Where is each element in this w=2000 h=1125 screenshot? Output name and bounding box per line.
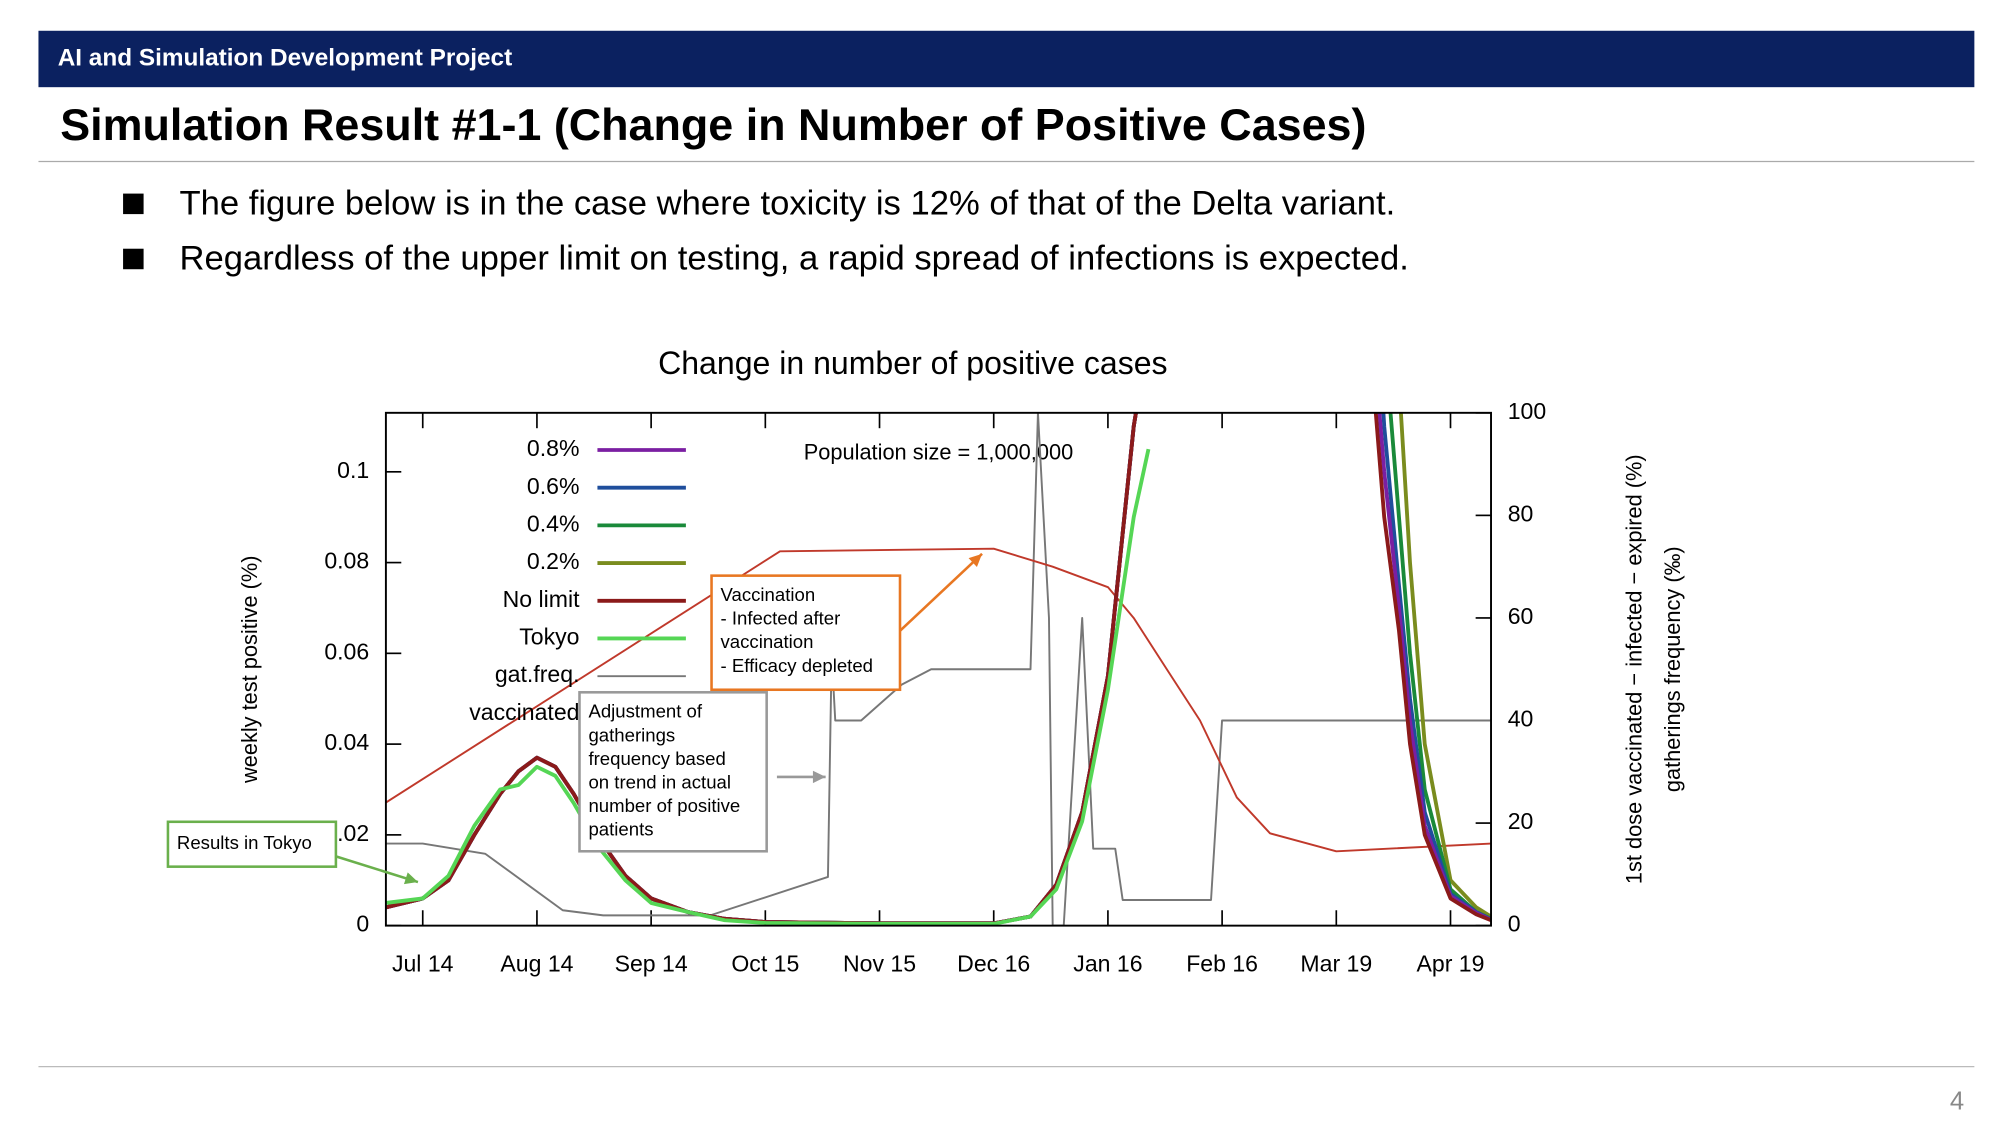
arrow-head — [812, 770, 826, 784]
annotation-text: gatherings — [588, 724, 675, 745]
series-line — [385, 448, 1151, 926]
legend-label: 0.8% — [527, 435, 580, 461]
legend-label: 0.6% — [527, 473, 580, 499]
annotation-arrow — [335, 855, 419, 884]
bullet-marker — [123, 193, 144, 215]
legend-label: Tokyo — [519, 624, 579, 650]
annotation-text: - Efficacy depleted — [721, 655, 874, 676]
x-tick-label: Dec 16 — [957, 950, 1030, 976]
y2-tick-label: 40 — [1508, 706, 1534, 732]
page-number: 4 — [1950, 1087, 1964, 1115]
annotation-text: number of positive — [588, 795, 740, 816]
y2-tick-label: 100 — [1508, 398, 1546, 424]
y2-tick-label: 0 — [1508, 911, 1521, 937]
y-tick-label: 0.1 — [337, 457, 369, 483]
legend-label: gat.freq. — [495, 661, 580, 687]
series-line — [385, 547, 1492, 853]
chart-title: Change in number of positive cases — [658, 345, 1167, 381]
legend-label: 0.2% — [527, 548, 580, 574]
y-tick-label: 0 — [356, 911, 369, 937]
annotation-text: on trend in actual — [588, 771, 731, 792]
annotation-text: patients — [588, 819, 653, 840]
plot-frame — [384, 411, 1492, 927]
plot-lines — [385, 412, 1492, 926]
annotation-text: - Infected after — [721, 608, 841, 629]
annotation-box — [710, 574, 902, 692]
x-tick-label: Jan 16 — [1073, 950, 1142, 976]
x-tick-label: Aug 14 — [500, 950, 573, 976]
population-note: Population size = 1,000,000 — [804, 440, 1073, 465]
arrow-head — [403, 872, 418, 885]
annotation-text: Results in Tokyo — [177, 832, 312, 853]
x-tick-label: Sep 14 — [615, 950, 688, 976]
y2-axis-label: 1st dose vaccinated − infected − expired… — [1622, 454, 1647, 884]
annotation-box — [578, 691, 768, 853]
legend-label: 0.4% — [527, 510, 580, 536]
series-line — [385, 412, 1492, 926]
annotation-text: vaccination — [721, 631, 814, 652]
annotation-text: Adjustment of — [588, 701, 702, 722]
x-tick-label: Mar 19 — [1300, 950, 1372, 976]
legend-label: vaccinated — [469, 699, 579, 725]
project-name: AI and Simulation Development Project — [58, 44, 512, 71]
y2-tick-label: 80 — [1508, 500, 1534, 526]
y2-tick-label: 60 — [1508, 603, 1534, 629]
x-tick-label: Jul 14 — [392, 950, 454, 976]
annotation-text: frequency based — [588, 748, 725, 769]
annotation-box — [166, 820, 338, 868]
header-band — [38, 30, 1975, 88]
bullet-marker — [123, 248, 144, 270]
y-tick-label: 0.08 — [324, 548, 369, 574]
annotation-text: Vaccination — [721, 584, 816, 605]
y-tick-label: 0.06 — [324, 638, 369, 664]
y-axis-label: weekly test positive (%) — [237, 555, 262, 784]
x-tick-label: Nov 15 — [843, 950, 916, 976]
annotation-arrow — [899, 552, 983, 632]
legend-label: No limit — [503, 586, 580, 612]
y-tick-label: 0.04 — [324, 729, 369, 755]
bullet: Regardless of the upper limit on testing… — [179, 239, 1408, 277]
y2-axis-label: gatherings frequency (‰) — [1660, 546, 1685, 792]
x-tick-label: Apr 19 — [1417, 950, 1485, 976]
x-tick-label: Feb 16 — [1186, 950, 1258, 976]
y2-tick-label: 20 — [1508, 808, 1534, 834]
bullet: The figure below is in the case where to… — [179, 184, 1395, 222]
arrow-head — [968, 553, 983, 568]
series-line — [385, 412, 1492, 926]
slide-title: Simulation Result #1-1 (Change in Number… — [60, 99, 1366, 150]
x-tick-label: Oct 15 — [731, 950, 799, 976]
